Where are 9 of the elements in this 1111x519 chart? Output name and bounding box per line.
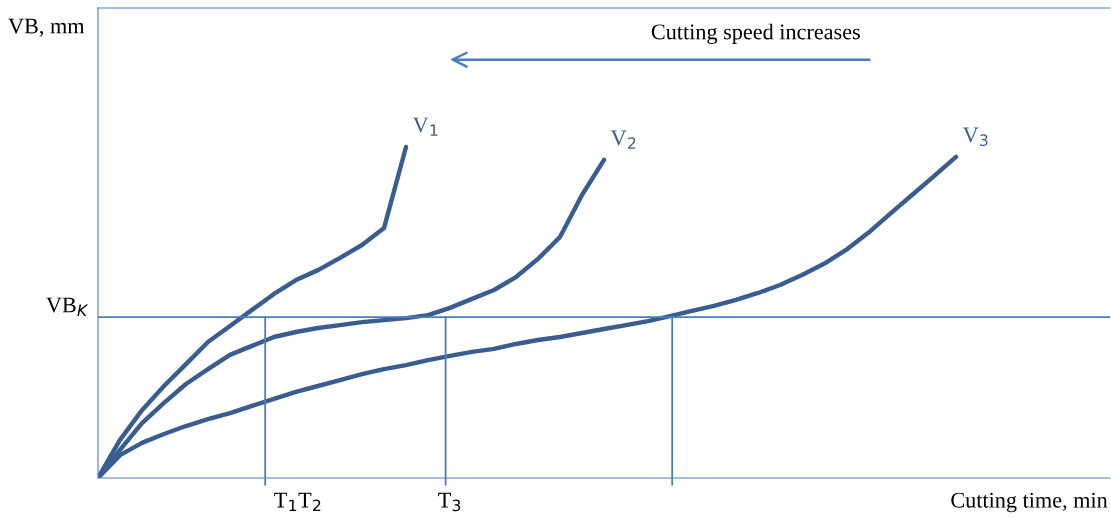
text: T$_{1}$T$_{2}$: [274, 492, 321, 512]
series-label: V$_{2}$: [610, 130, 636, 149]
series-label: V$_{1}$: [412, 117, 438, 136]
text: Cutting speed increases: [651, 23, 860, 44]
x-axis-title: Cutting time, min: [951, 492, 1108, 513]
text: T$_{3}$: [438, 492, 461, 512]
text: VB, mm: [8, 18, 85, 37]
series-label: V$_{3}$: [962, 127, 988, 147]
ref-line-label: VB$_{K}$: [46, 297, 89, 316]
